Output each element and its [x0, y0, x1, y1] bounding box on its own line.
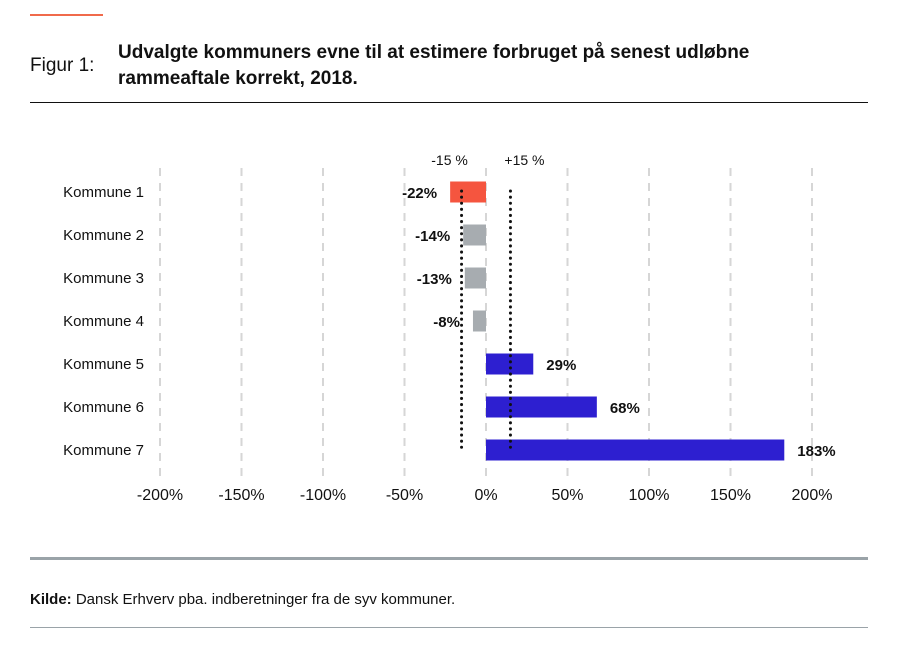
category-label: Kommune 4	[63, 313, 144, 330]
data-label: 183%	[797, 443, 835, 460]
x-tick-label: -200%	[137, 487, 183, 504]
bar-chart: -200% -150% -100% -50% 0% 50% 100% 150% 200% Komm…	[63, 152, 836, 504]
bar	[463, 224, 486, 246]
data-label: 68%	[610, 400, 640, 417]
chart-title: Udvalgte kommuners evne til at estimere …	[118, 42, 750, 89]
source-label: Kilde:	[30, 591, 72, 608]
data-label: -13%	[417, 271, 452, 288]
x-tick-label: -100%	[300, 487, 346, 504]
data-label: -8%	[433, 314, 460, 331]
bar	[486, 396, 597, 418]
figure-label: Figur 1:	[30, 55, 95, 76]
x-tick-label: -50%	[386, 487, 423, 504]
x-tick-label: 50%	[551, 487, 583, 504]
reference-label: -15 %	[431, 152, 468, 168]
category-label: Kommune 5	[63, 356, 144, 373]
data-label: 29%	[546, 357, 576, 374]
data-label: -14%	[415, 228, 450, 245]
bottom-divider	[30, 627, 868, 628]
x-tick-label: -150%	[218, 487, 264, 504]
footer-divider	[30, 557, 868, 560]
bar	[486, 439, 785, 461]
bar	[486, 353, 534, 375]
x-tick-label: 100%	[629, 487, 670, 504]
category-label: Kommune 7	[63, 442, 144, 459]
source-note: Kilde: Dansk Erhverv pba. indberetninger…	[30, 591, 455, 608]
source-text: Dansk Erhverv pba. indberetninger fra de…	[71, 591, 456, 608]
x-tick-label: 200%	[792, 487, 833, 504]
bar	[464, 267, 486, 289]
category-label: Kommune 1	[63, 184, 144, 201]
category-label: Kommune 2	[63, 227, 144, 244]
x-tick-label: 150%	[710, 487, 751, 504]
bar	[450, 181, 486, 203]
x-tick-label: 0%	[474, 487, 497, 504]
category-label: Kommune 3	[63, 270, 144, 287]
title-divider	[30, 102, 868, 103]
category-label: Kommune 6	[63, 399, 144, 416]
bar	[472, 310, 486, 332]
reference-label: +15 %	[504, 152, 544, 168]
data-label: -22%	[402, 185, 437, 202]
accent-rule	[30, 14, 103, 16]
